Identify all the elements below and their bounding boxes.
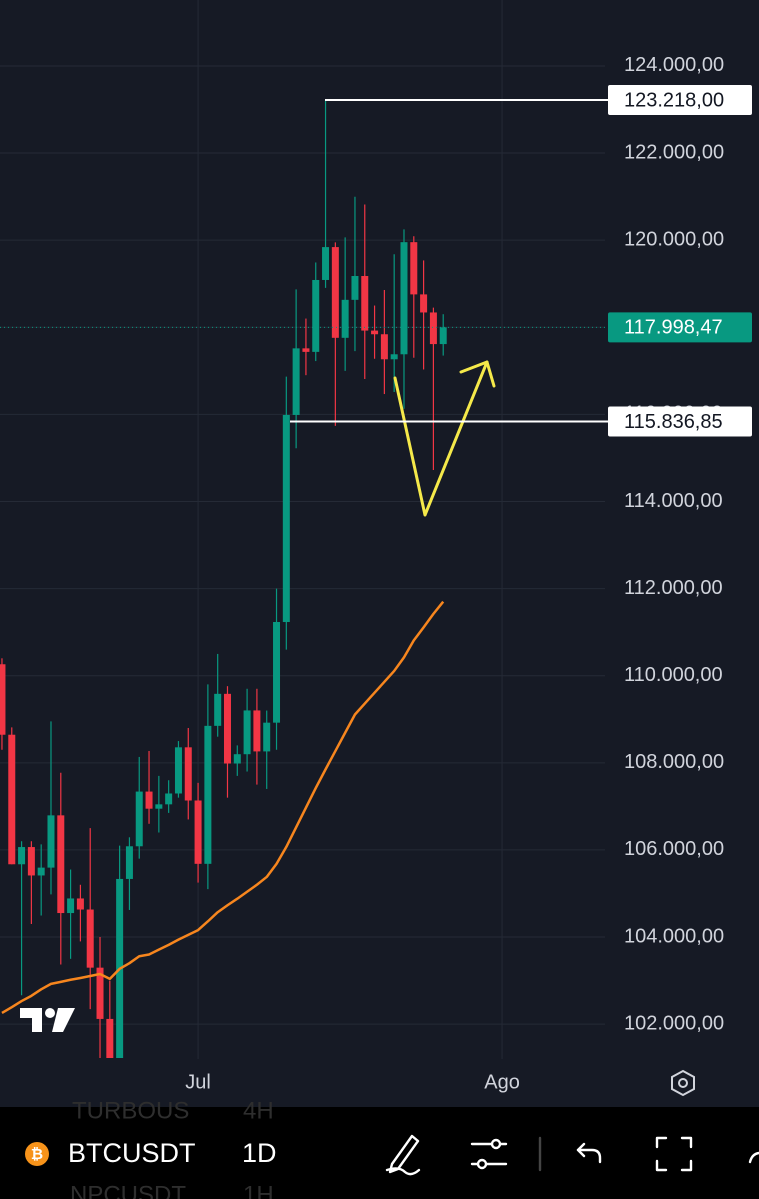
- candle-body: [165, 793, 173, 805]
- candle-body: [361, 276, 369, 331]
- y-tick-label: 102.000,00: [624, 1012, 724, 1034]
- candle-body: [37, 867, 45, 876]
- behind-symbol: NPCUSDT: [70, 1181, 186, 1199]
- y-tick-label: 120.000,00: [624, 228, 724, 250]
- candle-body: [331, 247, 339, 338]
- candle-body: [420, 294, 428, 313]
- fullscreen-icon[interactable]: [655, 1136, 693, 1172]
- candle-body: [371, 330, 379, 335]
- candle-body: [341, 299, 349, 338]
- level-box: [608, 85, 752, 116]
- candle-body: [243, 710, 251, 755]
- y-tick-label: 108.000,00: [624, 751, 724, 773]
- y-tick-label: 114.000,00: [624, 490, 723, 512]
- behind-interval: 4H: [243, 1097, 274, 1124]
- candle-body: [0, 664, 6, 735]
- interval[interactable]: 1D: [242, 1138, 277, 1168]
- candle-body: [106, 1018, 114, 1058]
- y-tick-label: 112.000,00: [624, 577, 723, 599]
- candle-body: [57, 815, 65, 914]
- candle-body: [96, 967, 104, 1019]
- candle-body: [27, 847, 35, 876]
- behind-symbol: TURBOUS: [72, 1097, 189, 1124]
- btc-icon: [25, 1142, 49, 1166]
- candle-body: [76, 898, 84, 910]
- y-tick-label: 104.000,00: [624, 925, 724, 947]
- last-price-label: 117.998,47: [624, 317, 723, 339]
- candle-body: [67, 898, 75, 914]
- candle-body: [429, 312, 437, 345]
- y-tick-label: 110.000,00: [624, 664, 723, 686]
- level-label: 123.218,00: [624, 89, 724, 111]
- candle-body: [292, 348, 300, 415]
- plot-area: [0, 100, 447, 1058]
- candle-body: [273, 622, 281, 723]
- background: [0, 0, 759, 1107]
- candle-body: [125, 846, 133, 879]
- candle-body: [8, 734, 16, 865]
- candle-body: [253, 710, 261, 752]
- level-box: [608, 406, 752, 437]
- x-tick-label: Jul: [185, 1071, 211, 1093]
- candle-body: [233, 754, 241, 764]
- ema-line: [1, 600, 445, 1015]
- candle-body: [282, 414, 290, 623]
- candle-body: [312, 279, 320, 352]
- candle-body: [351, 276, 359, 300]
- candle-body: [47, 815, 55, 868]
- x-tick-label: Ago: [484, 1071, 520, 1093]
- candle-body: [18, 847, 26, 865]
- y-tick-label: 106.000,00: [624, 838, 724, 860]
- undo-icon[interactable]: [576, 1142, 602, 1164]
- candle-body: [263, 722, 271, 752]
- candle-body: [174, 747, 182, 794]
- candle-body: [223, 693, 231, 764]
- btc-glyph: ₿: [31, 1146, 43, 1163]
- settings-icon[interactable]: [671, 1069, 695, 1097]
- candle-body: [135, 791, 143, 847]
- draw-icon[interactable]: [385, 1134, 421, 1176]
- candle-body: [390, 354, 398, 360]
- candle-body: [302, 348, 310, 352]
- candle-body: [204, 725, 212, 864]
- candle-body: [145, 791, 153, 809]
- candle-body: [400, 242, 408, 355]
- toolbar: [0, 1107, 759, 1199]
- more-icon[interactable]: [748, 1151, 759, 1164]
- indicators-icon[interactable]: [470, 1138, 508, 1170]
- candle-body: [439, 327, 447, 345]
- candle-body: [86, 909, 94, 968]
- candle-body: [380, 334, 388, 360]
- candle-body: [214, 693, 222, 726]
- candle-body: [184, 747, 192, 801]
- symbol[interactable]: BTCUSDT: [68, 1138, 196, 1168]
- y-tick-label: 124.000,00: [624, 54, 724, 76]
- candle-body: [116, 878, 124, 1058]
- candle-body: [155, 804, 163, 809]
- candle-body: [410, 242, 418, 295]
- last-price-box: [608, 312, 752, 343]
- drawing-arrow: [393, 360, 496, 517]
- behind-interval: 1H: [243, 1181, 274, 1199]
- candle-body: [322, 247, 330, 280]
- level-label: 115.836,85: [624, 411, 723, 433]
- y-tick-label: 122.000,00: [624, 141, 724, 163]
- candle-body: [194, 800, 202, 864]
- toolbar-icons: [385, 1134, 759, 1176]
- tv-logo: [20, 1008, 75, 1032]
